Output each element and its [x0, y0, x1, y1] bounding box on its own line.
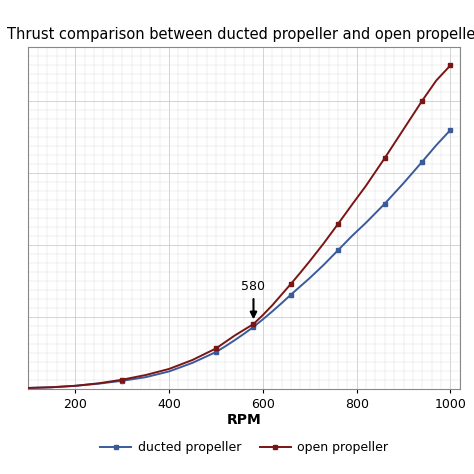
- Text: 580: 580: [241, 281, 265, 317]
- Title: Thrust comparison between ducted propeller and open propeller: Thrust comparison between ducted propell…: [7, 27, 474, 42]
- X-axis label: RPM: RPM: [227, 413, 262, 428]
- Legend: ducted propeller, open propeller: ducted propeller, open propeller: [95, 436, 393, 459]
